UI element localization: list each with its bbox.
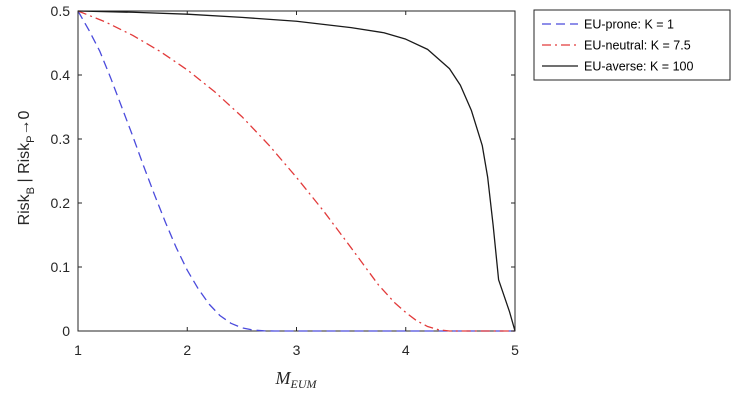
series-line-2 — [77, 10, 515, 332]
y-axis-title-sub2: P — [25, 135, 37, 142]
legend-label-3: EU-averse: K = 100 — [584, 60, 693, 74]
y-tick-label: 0.5 — [51, 3, 71, 19]
series-group — [77, 10, 516, 332]
y-tick-label: 0.1 — [51, 259, 71, 275]
series-line-1 — [77, 10, 515, 332]
y-axis-title-part1: Risk — [16, 193, 33, 225]
x-tick-label: 3 — [293, 342, 301, 358]
x-tick-label: 4 — [402, 342, 410, 358]
x-axis-title-main: M — [275, 368, 292, 388]
x-tick-label: 2 — [183, 342, 191, 358]
x-tick-label: 1 — [74, 342, 82, 358]
y-axis-title-part2: | Risk — [16, 142, 33, 187]
plot-frame — [77, 10, 516, 332]
plot-area — [77, 10, 516, 332]
y-axis-title-sub1: B — [25, 187, 37, 194]
y-axis-title: RiskB | RiskP→0 — [16, 110, 37, 225]
series-line-3 — [77, 10, 516, 332]
y-axis-title-part3: →0 — [16, 110, 33, 135]
y-tick-label: 0.3 — [51, 131, 71, 147]
ticks-group: 1 2 3 4 5 0 0.1 0.2 0.3 0.4 0.5 — [51, 3, 520, 358]
legend: EU-prone: K = 1 EU-neutral: K = 7.5 EU-ave… — [533, 9, 731, 81]
legend-label-2: EU-neutral: K = 7.5 — [584, 39, 691, 53]
x-axis-title: MEUM — [275, 368, 318, 391]
x-tick-label: 5 — [511, 342, 519, 358]
y-tick-label: 0.4 — [51, 67, 71, 83]
y-tick-label: 0 — [62, 323, 70, 339]
y-tick-label: 0.2 — [51, 195, 71, 211]
x-axis-title-sub: EUM — [290, 377, 318, 391]
legend-label-1: EU-prone: K = 1 — [584, 18, 674, 32]
